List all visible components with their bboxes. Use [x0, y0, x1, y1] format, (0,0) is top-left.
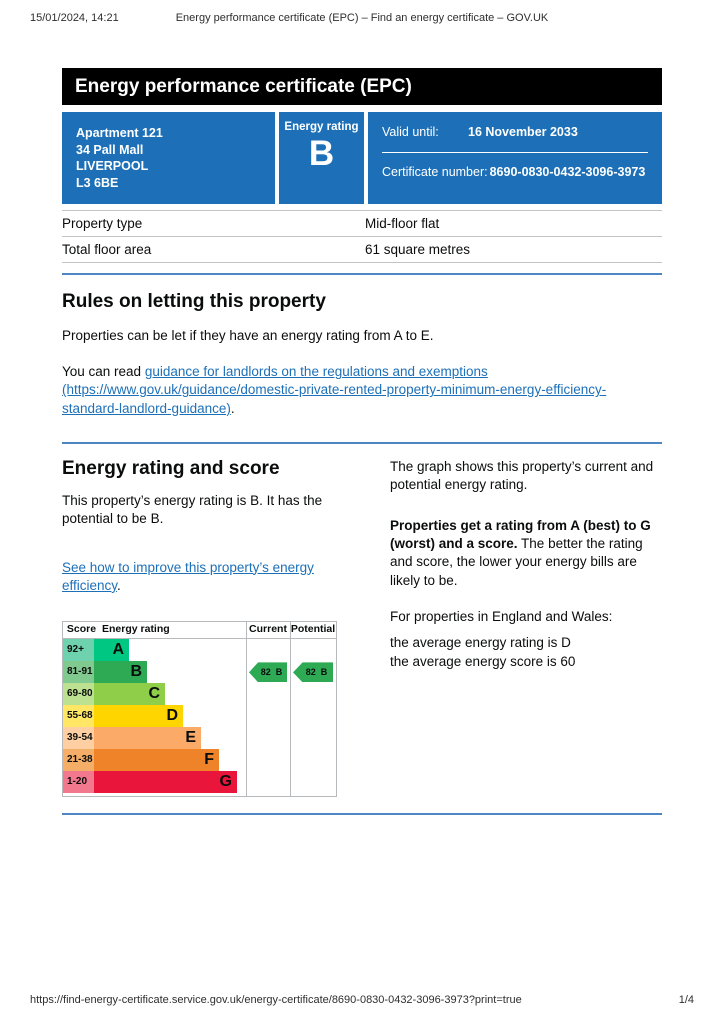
average-rating-line: the average energy rating is D: [390, 635, 571, 651]
energy-rating-cell: Energy rating B: [279, 112, 364, 204]
section-divider: [62, 441, 662, 444]
section-divider: [62, 813, 662, 816]
guidance-prefix: You can read: [62, 364, 145, 380]
fact-value: 61 square metres: [365, 242, 471, 257]
energy-rating-label: Energy rating: [284, 121, 359, 133]
certificate-number-label: Certificate number:: [382, 165, 488, 179]
average-ratings: the average energy rating is D the averag…: [390, 634, 662, 671]
address-line: LIVERPOOL: [76, 159, 149, 173]
print-header: 15/01/2024, 14:21 Energy performance cer…: [0, 12, 724, 28]
band-bar-d: D: [94, 705, 183, 728]
certificate-number-row: Certificate number: 8690-0830-0432-3096-3…: [382, 165, 648, 179]
table-row: Property type Mid-floor flat: [62, 211, 662, 237]
address-line: 34 Pall Mall: [76, 142, 144, 157]
england-wales-paragraph: For properties in England and Wales:: [390, 609, 613, 625]
print-datetime: 15/01/2024, 14:21: [30, 12, 119, 24]
band-score-range: 92+: [63, 639, 94, 662]
certificate-title: Energy performance certificate (EPC): [75, 76, 412, 97]
chart-header-current: Current: [249, 623, 287, 636]
average-score-line: the average energy score is 60: [390, 653, 576, 669]
energy-rating-value: B: [308, 134, 335, 173]
epc-rating-chart: Score Energy rating Current Potential 92+ A 81…: [62, 621, 337, 798]
validity-cell: Valid until: 16 November 2033 Certificate…: [368, 112, 662, 204]
band-score-range: 1-20: [63, 771, 94, 794]
address-line: Apartment 121: [76, 126, 163, 140]
chart-header-energy-rating: Energy rating: [102, 623, 170, 636]
band-bar-b: B: [94, 661, 147, 684]
improve-efficiency-link[interactable]: See how to improve this property’s energ…: [62, 559, 314, 593]
landlord-guidance-link[interactable]: guidance for landlords on the regulation…: [62, 364, 607, 416]
band-score-range: 55-68: [63, 705, 94, 728]
band-bar-c: C: [94, 683, 165, 706]
rules-heading: Rules on letting this property: [62, 291, 326, 312]
improve-efficiency-suffix: .: [117, 577, 121, 593]
print-footer: https://find-energy-certificate.service.…: [30, 994, 694, 1006]
band-score-range: 69-80: [63, 683, 94, 706]
print-page-title: Energy performance certificate (EPC) – F…: [175, 12, 549, 24]
rating-score-left-column: Energy rating and score This property’s …: [62, 457, 347, 798]
table-row: Total floor area 61 square metres: [62, 237, 662, 263]
certificate-number-value: 8690-0830-0432-3096-3973: [489, 165, 646, 179]
chart-column-rule: [290, 622, 291, 797]
property-address: Apartment 121 34 Pall Mall LIVERPOOL L3 6BE: [62, 112, 275, 204]
rating-score-heading: Energy rating and score: [62, 457, 280, 479]
fact-value: Mid-floor flat: [365, 216, 440, 231]
rating-score-section: Energy rating and score This property’s …: [62, 457, 662, 798]
rating-summary-paragraph: This property’s energy rating is B. It h…: [62, 492, 323, 527]
chart-header-rule: [63, 638, 336, 640]
property-facts-table: Property type Mid-floor flat Total floor a…: [62, 210, 662, 263]
potential-rating-arrow: 82 B: [293, 662, 333, 683]
rating-scale-lead: Properties get a rating from A (best) to…: [390, 517, 651, 551]
print-footer-page-number: 1/4: [678, 994, 694, 1006]
chart-header-score: Score: [66, 623, 97, 636]
section-divider: [62, 273, 662, 275]
band-bar-e: E: [94, 727, 201, 750]
rules-paragraph: Properties can be let if they have an en…: [62, 328, 434, 343]
validity-divider: [382, 152, 648, 153]
chart-column-rule: [246, 622, 247, 797]
chart-header-potential: Potential: [290, 623, 336, 636]
current-rating-arrow: 82 B: [249, 662, 287, 683]
guidance-suffix: .: [230, 400, 235, 416]
print-footer-url: https://find-energy-certificate.service.…: [30, 994, 522, 1006]
rating-scale-rest: The better the rating and score, the low…: [390, 535, 643, 588]
valid-until-row: Valid until: 16 November 2033: [382, 125, 648, 139]
guidance-paragraph: You can read guidance for landlords on t…: [62, 363, 652, 418]
band-score-range: 39-54: [63, 727, 94, 750]
improve-efficiency-paragraph: See how to improve this property’s energ…: [62, 559, 347, 596]
certificate-page: Energy performance certificate (EPC) Apa…: [62, 68, 662, 816]
valid-until-label: Valid until:: [382, 125, 439, 139]
band-score-range: 21-38: [63, 749, 94, 772]
band-bar-g: G: [94, 771, 237, 794]
fact-label: Property type: [62, 216, 143, 231]
address-line: L3 6BE: [76, 175, 119, 190]
graph-explainer-paragraph: The graph shows this property’s current …: [390, 458, 654, 493]
rating-score-right-column: The graph shows this property’s current …: [390, 458, 662, 797]
rating-scale-paragraph: Properties get a rating from A (best) to…: [390, 517, 662, 590]
band-bar-a: A: [94, 639, 129, 662]
band-score-range: 81-91: [63, 661, 94, 684]
valid-until-value: 16 November 2033: [468, 125, 578, 139]
rules-section: Rules on letting this property Propertie…: [62, 291, 662, 418]
fact-label: Total floor area: [62, 242, 152, 257]
band-bar-f: F: [94, 749, 219, 772]
certificate-summary-box: Apartment 121 34 Pall Mall LIVERPOOL L3 6BE…: [62, 112, 662, 204]
certificate-banner: Energy performance certificate (EPC): [62, 68, 662, 105]
